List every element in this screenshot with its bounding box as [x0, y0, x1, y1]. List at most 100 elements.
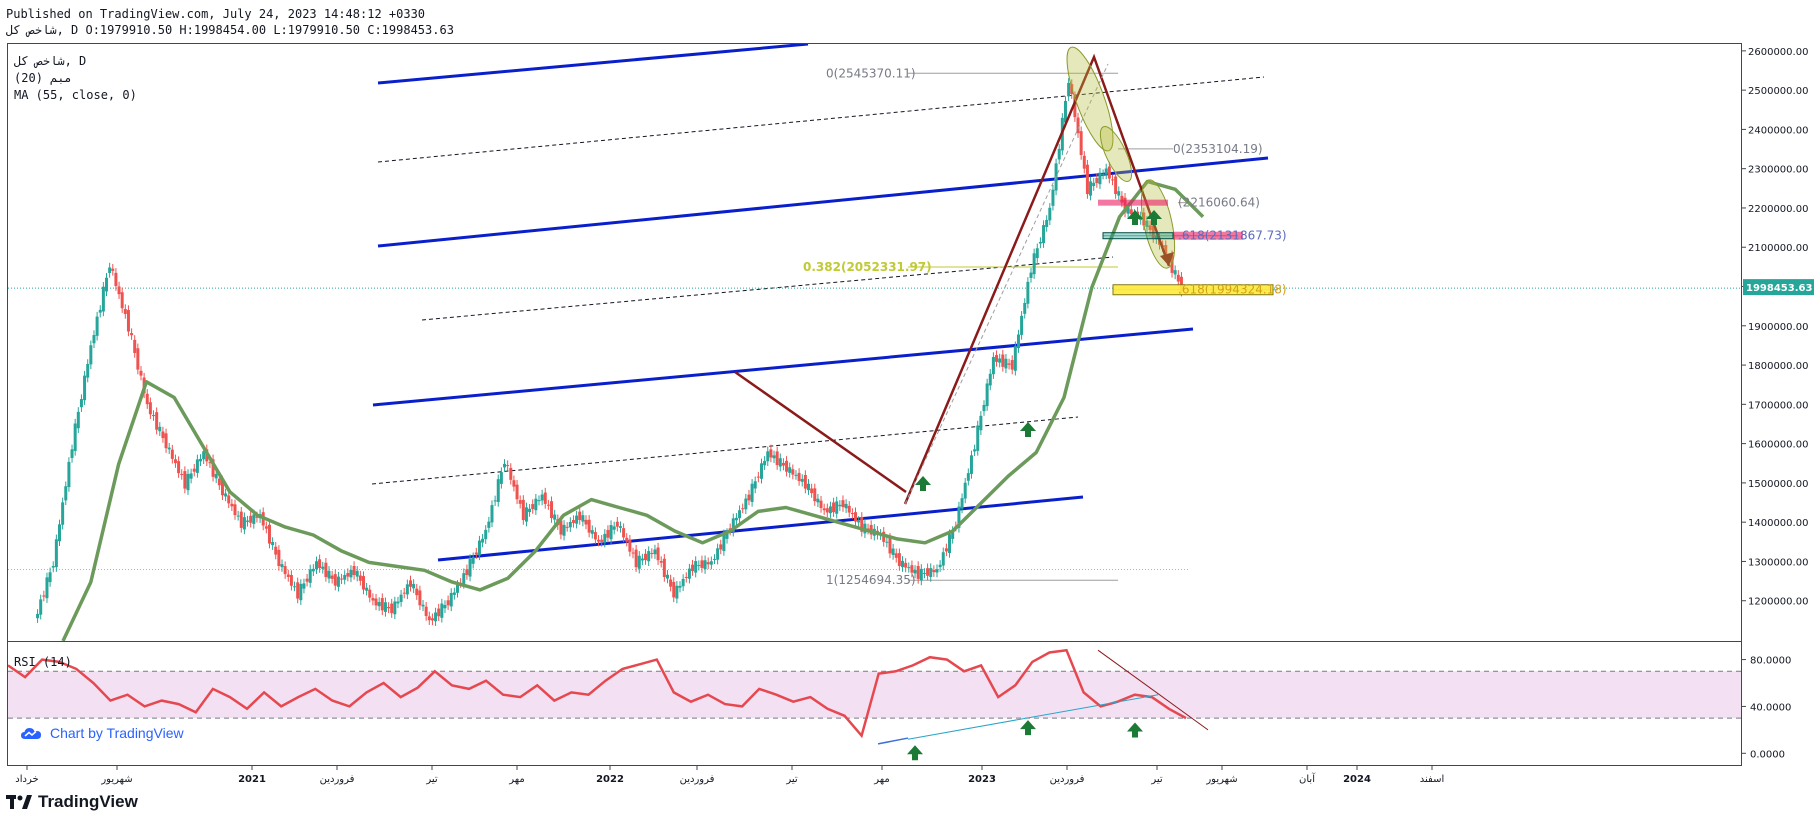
- channel-line-2: [372, 327, 1194, 407]
- candle-body: [960, 498, 964, 509]
- candle-body: [725, 532, 729, 539]
- candle-body: [302, 583, 306, 589]
- candle-body: [1038, 241, 1042, 244]
- rsi-axis[interactable]: 80.0000 40.0000 0.0000: [1742, 642, 1814, 766]
- candle-body: [675, 585, 679, 599]
- candle-body: [145, 393, 149, 405]
- candle-body: [249, 515, 253, 523]
- candle-body: [684, 576, 688, 578]
- time-tick-label: ﺷﻬﺮﻳﻮﺭ: [100, 774, 132, 785]
- candle-body: [361, 576, 365, 590]
- candle-body: [293, 586, 297, 588]
- candle-body: [336, 576, 340, 587]
- main-chart-pane[interactable]: 0(2545370.11) 0(2353104.19) (2216060.64) .6…: [7, 43, 1742, 642]
- candle-body: [1029, 272, 1033, 278]
- tradingview-footer: TradingView: [6, 792, 138, 812]
- rsi-pane[interactable]: [7, 642, 1742, 766]
- candle-body: [48, 572, 52, 583]
- candle-body: [738, 510, 742, 519]
- candle-body: [152, 415, 156, 417]
- candle-body: [640, 558, 644, 561]
- candle-body: [803, 474, 807, 489]
- candle-body: [189, 473, 193, 479]
- price-tick-label: 2300000.00: [1748, 165, 1808, 176]
- candle-body: [418, 590, 422, 606]
- ma-55-line: [61, 179, 1205, 641]
- candle-body: [1154, 235, 1158, 240]
- candle-body: [1092, 182, 1096, 187]
- candle-body: [575, 515, 579, 524]
- candle-body: [894, 553, 898, 558]
- chart-by-tradingview-badge[interactable]: Chart by TradingView: [20, 725, 184, 741]
- candle-body: [437, 608, 441, 617]
- candle-body: [255, 516, 259, 518]
- candle-body: [719, 544, 723, 550]
- candle-body: [468, 559, 472, 577]
- candle-body: [1104, 168, 1108, 175]
- candle-body: [195, 459, 199, 473]
- downtrend-arrow: [734, 370, 907, 494]
- time-tick-label: ﻓﺮﻭﺭﺩﻳﻦ: [1050, 774, 1085, 785]
- candle-body: [562, 524, 566, 536]
- candle-body: [503, 463, 507, 468]
- candle-body: [712, 558, 716, 560]
- candle-body: [383, 602, 387, 612]
- footer-brand-text: TradingView: [38, 792, 138, 811]
- price-tick-label: 1400000.00: [1748, 518, 1808, 529]
- candle-body: [813, 488, 817, 502]
- candle-body: [180, 473, 184, 475]
- price-chart-svg[interactable]: 0(2545370.11) 0(2353104.19) (2216060.64) .6…: [8, 44, 1741, 641]
- candle-body: [897, 553, 901, 566]
- channel-line-0: [377, 44, 809, 85]
- candle-body: [242, 517, 246, 530]
- candle-body: [807, 483, 811, 491]
- candle-body: [101, 286, 105, 312]
- fib-label-1: 0(2353104.19): [1173, 142, 1263, 156]
- candle-body: [1020, 315, 1024, 335]
- candle-body: [230, 503, 234, 507]
- candle-body: [368, 589, 372, 598]
- candle-body: [51, 565, 55, 568]
- highlight-ellipse-1: [1099, 125, 1133, 183]
- candle-body: [64, 486, 68, 501]
- time-tick-label: ﻓﺮﻭﺭﺩﻳﻦ: [680, 774, 715, 785]
- time-axis[interactable]: ﺧﺮﺩﺍﺩ ﺷﻬﺮﻳﻮﺭ 2021 ﻓﺮﻭﺭﺩﻳﻦ ﺗﻴﺮ ﻣﻬﺮ 2022 ﻓﺮﻭﺭﺩﻳﻦ ﺗ…: [7, 766, 1742, 788]
- candle-body: [759, 463, 763, 479]
- candle-body: [408, 580, 412, 587]
- candle-body: [973, 449, 977, 452]
- time-tick-label: 2021: [238, 774, 266, 785]
- candle-body: [979, 415, 983, 431]
- price-tick-label: 1300000.00: [1748, 557, 1808, 568]
- candle-body: [860, 516, 864, 532]
- candle-body: [991, 357, 995, 375]
- candle-body: [963, 482, 967, 499]
- candle-body: [747, 494, 751, 501]
- candle-body: [571, 520, 575, 523]
- candle-body: [1051, 189, 1055, 206]
- candle-body: [133, 339, 137, 353]
- rsi-chart-svg[interactable]: [8, 642, 1741, 765]
- candle-body: [637, 555, 641, 569]
- candle-body: [349, 569, 353, 578]
- price-axis[interactable]: 2600000.00 2500000.00 2400000.00 2300000.00…: [1742, 43, 1814, 642]
- candle-body: [280, 564, 284, 568]
- candle-body: [1126, 207, 1130, 214]
- candle-body: [941, 552, 945, 566]
- candle-body: [687, 568, 691, 579]
- candle-body: [173, 459, 177, 464]
- candle-body: [399, 594, 403, 602]
- candle-body: [847, 505, 851, 513]
- candle-body: [985, 383, 989, 407]
- candle-body: [659, 561, 663, 563]
- candle-body: [387, 606, 391, 609]
- candle-body: [597, 539, 601, 542]
- candle-body: [481, 538, 485, 543]
- candle-body: [578, 511, 582, 521]
- candle-body: [380, 598, 384, 611]
- rsi-resistance-trendline: [1097, 649, 1209, 731]
- candle-body: [299, 583, 303, 601]
- candle-body: [672, 581, 676, 598]
- time-tick-label: 2023: [968, 774, 996, 785]
- candle-body: [944, 548, 948, 552]
- candle-body: [95, 316, 99, 336]
